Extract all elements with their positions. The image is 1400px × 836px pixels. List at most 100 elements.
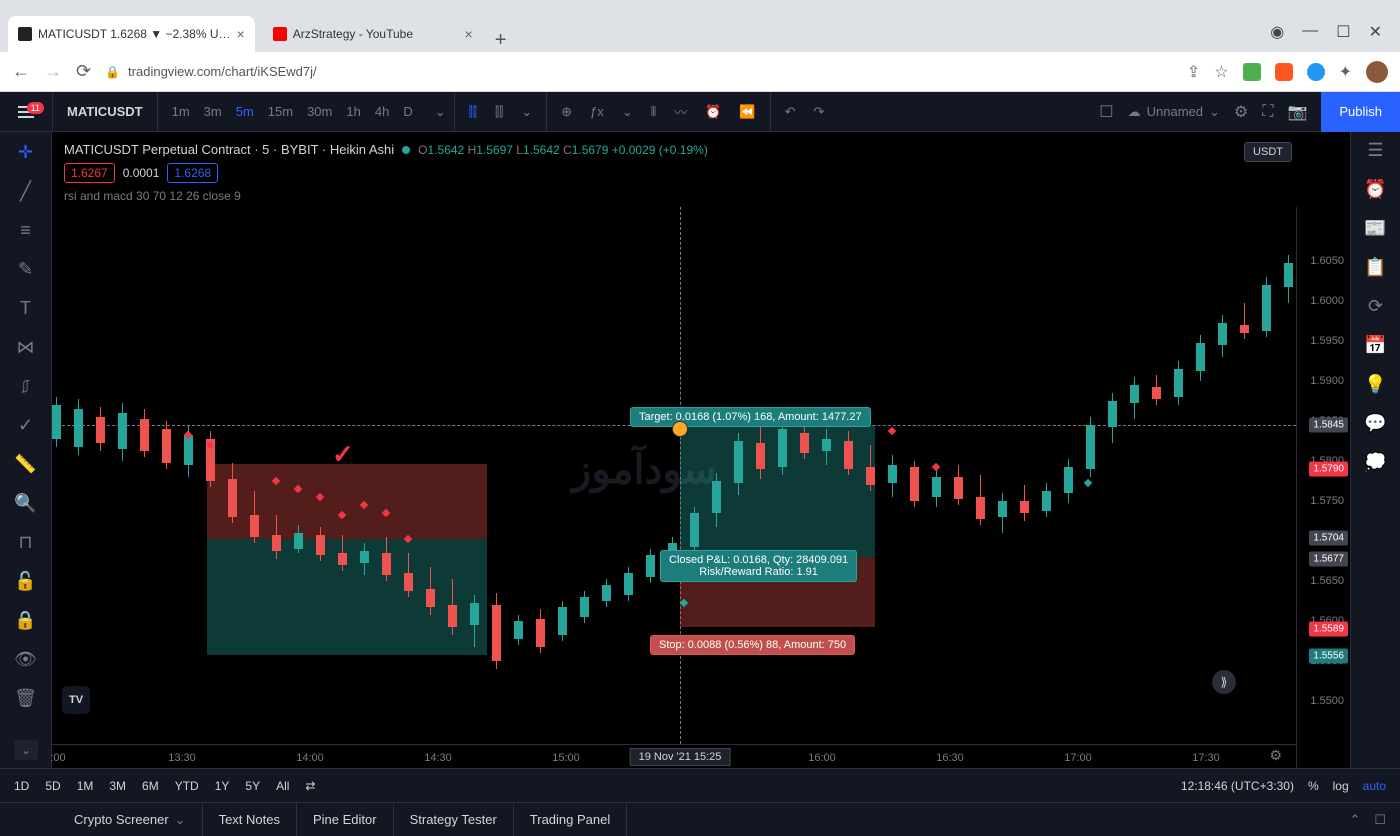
panel-control-icon[interactable]: ⌃ [1349,812,1360,828]
lock-drawings-icon[interactable]: 🔒 [14,610,36,631]
axis-settings-icon[interactable]: ⚙ [1269,747,1282,764]
data-icon[interactable]: ⟳ [1368,296,1383,317]
extensions-icon[interactable]: ✦ [1339,62,1352,82]
timeframe-30m[interactable]: 30m [307,104,332,119]
range-YTD[interactable]: YTD [175,779,199,793]
back-icon[interactable]: ← [12,61,30,82]
camera-icon[interactable]: 📷 [1287,102,1307,122]
range-All[interactable]: All [276,779,289,793]
bar-style-icon[interactable]: ⫿⫿ [495,104,503,120]
extension-icon[interactable] [1243,63,1261,81]
alerts-icon[interactable]: ⏰ [1364,179,1386,200]
ideas-icon[interactable]: 💡 [1364,374,1386,395]
panel-control-icon[interactable]: ☐ [1374,812,1386,828]
timeframe-1h[interactable]: 1h [346,104,360,119]
position-box-profit[interactable] [207,539,487,655]
browser-tab[interactable]: ArzStrategy - YouTube × [263,16,483,52]
pattern-tool-icon[interactable]: ⋈ [17,337,35,358]
url-input[interactable]: 🔒 tradingview.com/chart/iKSEwd7j/ [105,64,1173,79]
chevron-down-icon[interactable]: ⌄ [622,104,633,120]
panel-tab[interactable]: Pine Editor [297,803,394,836]
range-log[interactable]: log [1333,779,1349,793]
extension-icon[interactable] [1275,63,1293,81]
chat-icon[interactable]: 💬 [1364,413,1386,434]
redo-icon[interactable]: ↷ [813,104,824,120]
star-icon[interactable]: ☆ [1214,62,1228,82]
stop-label[interactable]: Stop: 0.0088 (0.56%) 88, Amount: 750 [650,635,855,655]
chart-title[interactable]: MATICUSDT Perpetual Contract · 5 · BYBIT… [64,142,394,157]
timeframe-15m[interactable]: 15m [268,104,293,119]
calendar-icon[interactable]: 📅 [1364,335,1386,356]
range-auto[interactable]: auto [1363,779,1386,793]
scroll-right-button[interactable]: ⟫ [1212,670,1236,694]
brush-tool-icon[interactable]: ✎ [18,259,33,280]
watchlist-icon[interactable]: ☰ [1367,140,1383,161]
eye-tool-icon[interactable]: 👁 [14,649,37,670]
timeframe-1m[interactable]: 1m [172,104,190,119]
indicator-label[interactable]: rsi and macd 30 70 12 26 close 9 [64,189,1338,203]
timeframe-D[interactable]: D [403,104,412,119]
account-icon[interactable]: ◉ [1270,22,1284,42]
pnl-label[interactable]: Closed P&L: 0.0168, Qty: 28409.091Risk/R… [660,550,857,582]
range-5Y[interactable]: 5Y [245,779,260,793]
ruler-tool-icon[interactable]: 📏 [14,454,36,475]
collapse-panels-button[interactable]: ⌄ [14,740,38,760]
trendline-tool-icon[interactable]: ╱ [20,181,31,202]
maximize-icon[interactable]: ☐ [1336,22,1350,42]
install-icon[interactable]: ⇪ [1187,62,1200,82]
minimize-icon[interactable]: — [1302,22,1318,42]
plot-area[interactable]: سودآموز TV ⟫ ✓Target: 0.0168 (1.07%) 168… [52,207,1296,744]
fullscreen-icon[interactable]: ⛶ [1262,103,1273,121]
check-tool-icon[interactable]: ✓ [18,415,33,436]
position-box-loss[interactable] [207,464,487,539]
streams-icon[interactable]: 💭 [1364,452,1386,473]
ask-price[interactable]: 1.6268 [167,163,218,183]
layout-icon[interactable]: ☐ [1099,102,1113,122]
gear-icon[interactable]: ⚙ [1234,102,1248,122]
range-3M[interactable]: 3M [109,779,126,793]
range-1M[interactable]: 1M [77,779,94,793]
lock-tool-icon[interactable]: 🔓 [14,571,36,592]
bid-price[interactable]: 1.6267 [64,163,115,183]
forward-icon[interactable]: → [44,61,62,82]
hotlist-icon[interactable]: 📋 [1364,257,1386,278]
alert-icon[interactable]: ⏰ [705,104,721,120]
range-5D[interactable]: 5D [45,779,60,793]
range-clock[interactable]: 12:18:46 (UTC+3:30) [1181,779,1294,793]
magnet-tool-icon[interactable]: ⊓ [18,532,32,553]
text-tool-icon[interactable]: T [20,298,31,319]
timeframe-3m[interactable]: 3m [204,104,222,119]
undo-icon[interactable]: ↶ [785,104,796,120]
tv-logo[interactable]: TV [62,686,90,714]
goto-icon[interactable]: ⇄ [305,779,315,793]
chart-area[interactable]: سودآموز TV ⟫ ✓Target: 0.0168 (1.07%) 168… [52,207,1350,768]
new-tab-button[interactable]: + [483,29,519,52]
reload-icon[interactable]: ⟳ [76,61,91,82]
extension-icon[interactable] [1307,63,1325,81]
range-pct[interactable]: % [1308,779,1319,793]
cursor-tool-icon[interactable]: ✛ [18,142,33,163]
menu-button[interactable]: 11 [0,106,52,118]
indicators-icon[interactable]: ƒx [590,104,604,119]
currency-badge[interactable]: USDT [1244,142,1292,162]
publish-button[interactable]: Publish [1321,92,1400,132]
timeframe-5m[interactable]: 5m [236,104,254,119]
fib-tool-icon[interactable]: ≡ [20,220,31,241]
panel-tab[interactable]: Text Notes [203,803,297,836]
panel-tab[interactable]: Strategy Tester [394,803,514,836]
trash-tool-icon[interactable]: 🗑 [14,688,37,709]
panel-tab[interactable]: Trading Panel [514,803,627,836]
patterns-icon[interactable]: 〰 [674,102,687,121]
close-window-icon[interactable]: ✕ [1369,22,1382,42]
close-icon[interactable]: × [465,26,473,42]
forecast-tool-icon[interactable]: ⎎ [21,376,30,397]
chevron-down-icon[interactable]: ⌄ [521,104,532,120]
replay-icon[interactable]: ⏪ [739,104,755,120]
compare-icon[interactable]: ⊕ [561,104,572,120]
close-icon[interactable]: × [237,26,245,42]
zoom-tool-icon[interactable]: 🔍 [14,493,36,514]
y-axis[interactable]: 1.60501.60001.59501.59001.58501.58001.57… [1296,207,1350,768]
panel-tab[interactable]: Crypto Screener⌄ [58,803,203,836]
candle-style-icon[interactable]: ⫿⫿ [469,104,477,120]
x-axis[interactable]: ⚙ :0013:3014:0014:3015:0016:0016:3017:00… [52,744,1296,768]
